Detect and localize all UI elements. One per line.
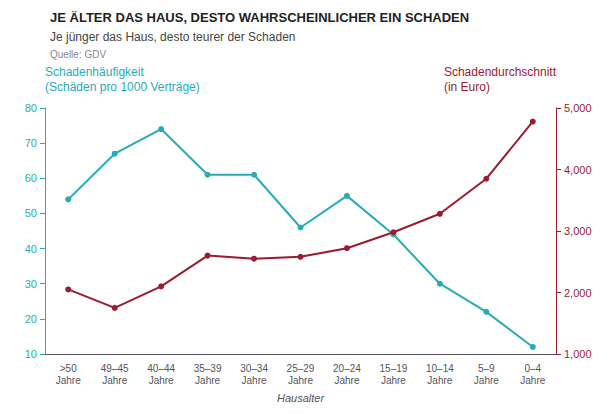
svg-text:10–14: 10–14 <box>426 363 454 374</box>
svg-text:Jahre: Jahre <box>474 375 499 386</box>
svg-text:5,000: 5,000 <box>564 102 592 114</box>
svg-text:(in Euro): (in Euro) <box>444 80 490 94</box>
svg-text:30–34: 30–34 <box>240 363 268 374</box>
svg-text:49–45: 49–45 <box>101 363 129 374</box>
svg-text:Je jünger das Haus, desto teur: Je jünger das Haus, desto teurer der Sch… <box>50 30 295 44</box>
svg-text:30: 30 <box>25 278 37 290</box>
svg-text:5–9: 5–9 <box>478 363 495 374</box>
svg-text:2,000: 2,000 <box>564 287 592 299</box>
svg-text:Jahre: Jahre <box>149 375 174 386</box>
svg-text:Jahre: Jahre <box>56 375 81 386</box>
svg-text:50: 50 <box>25 207 37 219</box>
svg-text:4,000: 4,000 <box>564 164 592 176</box>
svg-text:25–29: 25–29 <box>287 363 315 374</box>
svg-text:20: 20 <box>25 313 37 325</box>
svg-text:Hausalter: Hausalter <box>277 392 325 404</box>
svg-text:35–39: 35–39 <box>194 363 222 374</box>
svg-text:Jahre: Jahre <box>427 375 452 386</box>
svg-text:Schadenhäufigkeit: Schadenhäufigkeit <box>45 65 144 79</box>
svg-text:15–19: 15–19 <box>380 363 408 374</box>
svg-text:Jahre: Jahre <box>520 375 545 386</box>
svg-text:Jahre: Jahre <box>334 375 359 386</box>
svg-text:JE ÄLTER DAS HAUS, DESTO WAHRS: JE ÄLTER DAS HAUS, DESTO WAHRSCHEINLICHE… <box>50 10 469 25</box>
svg-text:0–4: 0–4 <box>524 363 541 374</box>
svg-text:60: 60 <box>25 172 37 184</box>
svg-text:80: 80 <box>25 102 37 114</box>
svg-text:40–44: 40–44 <box>147 363 175 374</box>
svg-text:Schadendurchschnitt: Schadendurchschnitt <box>444 65 557 79</box>
svg-text:Quelle: GDV: Quelle: GDV <box>50 49 106 60</box>
svg-text:1,000: 1,000 <box>564 348 592 360</box>
svg-text:10: 10 <box>25 348 37 360</box>
svg-text:(Schäden pro 1000 Verträge): (Schäden pro 1000 Verträge) <box>45 80 200 94</box>
svg-text:Jahre: Jahre <box>102 375 127 386</box>
svg-text:20–24: 20–24 <box>333 363 361 374</box>
svg-text:Jahre: Jahre <box>195 375 220 386</box>
svg-text:Jahre: Jahre <box>381 375 406 386</box>
svg-text:>50: >50 <box>60 363 77 374</box>
svg-text:Jahre: Jahre <box>242 375 267 386</box>
svg-text:40: 40 <box>25 243 37 255</box>
svg-text:3,000: 3,000 <box>564 225 592 237</box>
svg-text:Jahre: Jahre <box>288 375 313 386</box>
svg-text:70: 70 <box>25 137 37 149</box>
